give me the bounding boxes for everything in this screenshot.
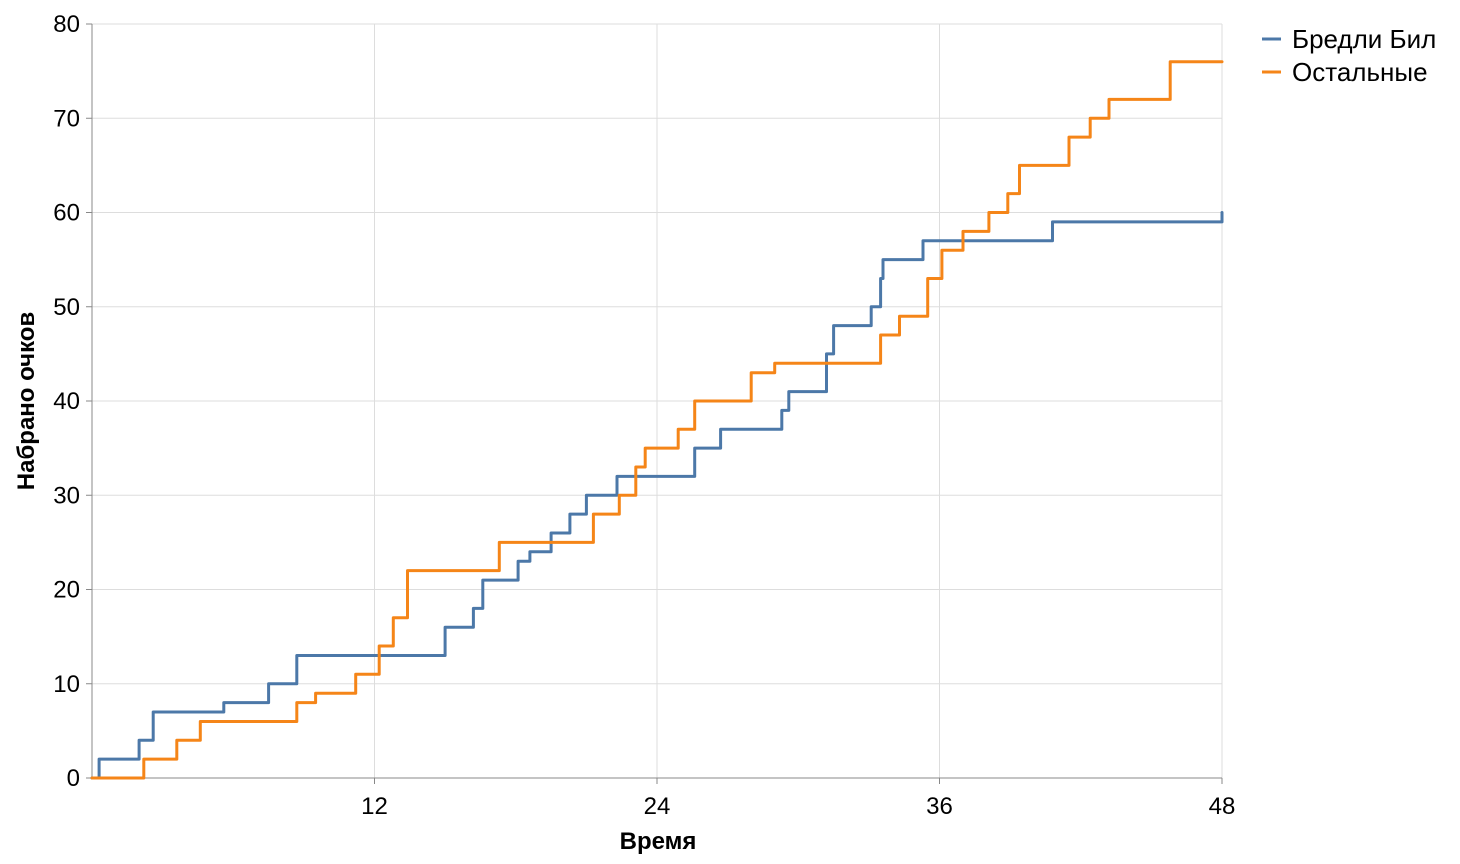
- y-tick-label: 50: [53, 294, 80, 321]
- y-tick-label: 20: [53, 577, 80, 604]
- y-tick-label: 80: [53, 11, 80, 38]
- y-axis-title: Набрано очков: [13, 312, 40, 490]
- x-tick-label: 48: [1209, 793, 1236, 820]
- x-tick-label: 24: [644, 793, 671, 820]
- legend-label-1: Бредли Бил: [1292, 24, 1436, 54]
- y-tick-label: 0: [67, 765, 80, 792]
- axes: 0 10 20 30 40 50 60 70 80 12 24 36 48: [53, 11, 1235, 820]
- series-line-1: [90, 211, 1224, 780]
- x-tick-label: 12: [361, 793, 388, 820]
- legend-label-2: Остальные: [1292, 57, 1428, 87]
- y-tick-label: 10: [53, 671, 80, 698]
- x-axis-title: Время: [620, 828, 697, 855]
- series-line-2: [90, 60, 1224, 780]
- y-tick-label: 30: [53, 482, 80, 509]
- y-tick-label: 70: [53, 105, 80, 132]
- x-tick-label: 36: [926, 793, 953, 820]
- grid-lines: [92, 23, 1223, 779]
- series-lines: [90, 60, 1224, 780]
- y-tick-label: 60: [53, 200, 80, 227]
- y-tick-label: 40: [53, 388, 80, 415]
